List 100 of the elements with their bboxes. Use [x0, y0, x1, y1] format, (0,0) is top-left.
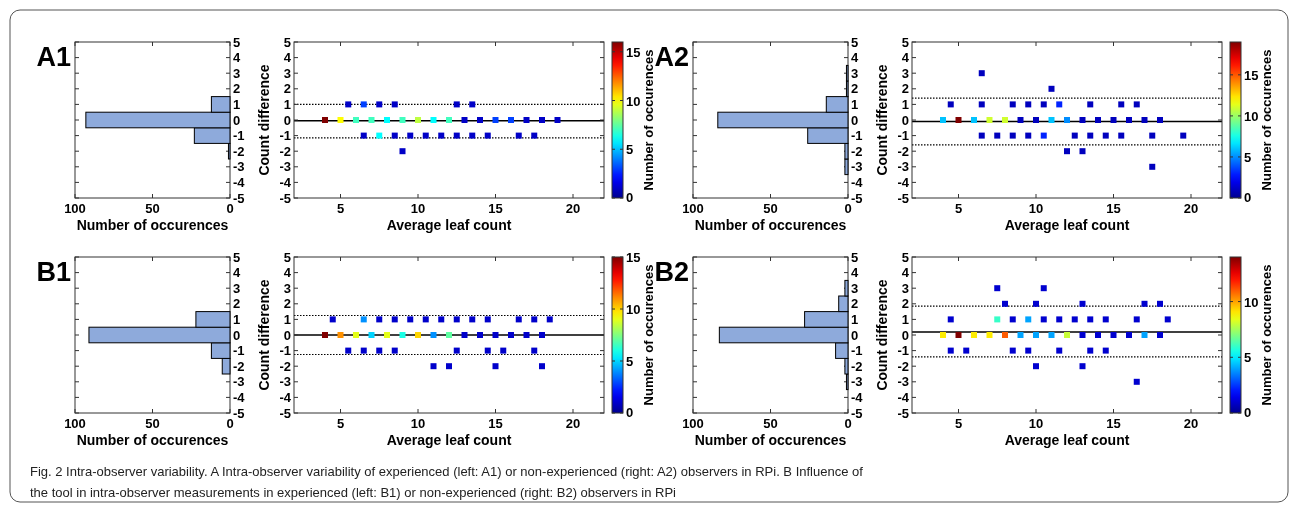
point [1017, 332, 1024, 338]
chart-title: B2 [654, 257, 689, 287]
point [446, 363, 452, 370]
point [1040, 316, 1047, 323]
point [337, 332, 344, 338]
point [1126, 117, 1132, 123]
y-tick-label: -4 [233, 174, 246, 190]
point [994, 132, 1001, 139]
y-tick-label: -4 [897, 174, 910, 190]
x-axis-title: Average leaf count [386, 217, 512, 233]
point [971, 117, 977, 123]
point [1040, 132, 1047, 139]
point [1025, 132, 1032, 139]
x-tick-label: 50 [763, 201, 778, 216]
y-tick-label: 2 [851, 296, 859, 312]
point [1164, 316, 1171, 323]
point [1002, 300, 1008, 307]
point [1087, 316, 1094, 323]
point [539, 117, 545, 123]
point [453, 347, 460, 354]
x-axis-title: Number of occurences [694, 432, 847, 448]
point [368, 117, 375, 123]
y-tick-label: 2 [901, 81, 909, 97]
point [1087, 347, 1094, 354]
point [453, 132, 460, 139]
y-tick-label: -2 [279, 358, 291, 374]
point [322, 117, 328, 123]
point [415, 332, 421, 338]
point [399, 117, 406, 123]
text: the tool in intra-observer measurements in experienced (left: B1) or non-experienced (right: B2) observers in RPi [30, 485, 677, 500]
point [508, 332, 514, 338]
point [1157, 332, 1163, 338]
x-axis-title: Average leaf count [386, 432, 512, 448]
y-tick-label: -2 [233, 358, 245, 374]
point [994, 316, 1001, 323]
point [1149, 132, 1156, 139]
point [1110, 117, 1117, 123]
point [1133, 101, 1140, 108]
y-tick-label: 0 [233, 112, 241, 128]
x-tick-label: 10 [410, 201, 426, 216]
x-tick-label: 100 [64, 201, 86, 216]
point [1056, 347, 1063, 354]
point [484, 132, 491, 139]
point [407, 132, 414, 139]
y-tick-label: 4 [233, 265, 241, 281]
y-tick-label: -5 [233, 405, 245, 421]
point [430, 332, 437, 338]
point [1025, 101, 1032, 108]
point [376, 101, 383, 108]
y-tick-label: -5 [897, 190, 909, 206]
point [1079, 363, 1086, 370]
point [391, 316, 398, 323]
point [515, 132, 522, 139]
point [1141, 300, 1148, 307]
y-tick-label: -1 [851, 128, 863, 144]
point [947, 316, 954, 323]
color-bar-label: 0 [626, 405, 634, 420]
point [1048, 117, 1055, 123]
color-bar-title: Number of occurences [1259, 49, 1274, 191]
point [422, 132, 429, 139]
x-tick-label: 100 [682, 201, 704, 216]
point [1009, 347, 1016, 354]
point [1102, 316, 1109, 323]
y-tick-label: -3 [851, 159, 863, 175]
point [1095, 332, 1101, 338]
point [1126, 332, 1132, 338]
point [1033, 363, 1039, 370]
y-tick-label: 3 [851, 280, 859, 296]
point [539, 363, 545, 370]
point [376, 347, 383, 354]
point [1033, 117, 1039, 123]
y-tick-label: -3 [851, 374, 863, 390]
point [360, 347, 367, 354]
point [453, 101, 460, 108]
point [940, 117, 946, 123]
y-tick-label: -3 [897, 374, 909, 390]
point [947, 347, 954, 354]
point [1149, 163, 1156, 170]
y-tick-label: -2 [897, 358, 909, 374]
point [469, 316, 476, 323]
point [1118, 132, 1125, 139]
point [531, 316, 538, 323]
y-tick-label: -4 [279, 174, 292, 190]
point [1102, 132, 1109, 139]
y-tick-label: 4 [851, 50, 859, 66]
point [345, 101, 352, 108]
point [438, 316, 445, 323]
x-tick-label: 10 [1028, 416, 1044, 431]
color-bar-title: Number of occurences [641, 264, 656, 406]
y-tick-label: 1 [283, 311, 291, 327]
y-tick-label: -1 [233, 343, 245, 359]
y-tick-label: -4 [851, 389, 864, 405]
point [322, 332, 328, 338]
point [430, 363, 437, 370]
y-tick-label: 4 [283, 265, 292, 281]
point [1040, 101, 1047, 108]
point [492, 117, 499, 123]
point [523, 117, 530, 123]
y-tick-label: 0 [233, 327, 241, 343]
y-tick-label: -3 [279, 374, 291, 390]
